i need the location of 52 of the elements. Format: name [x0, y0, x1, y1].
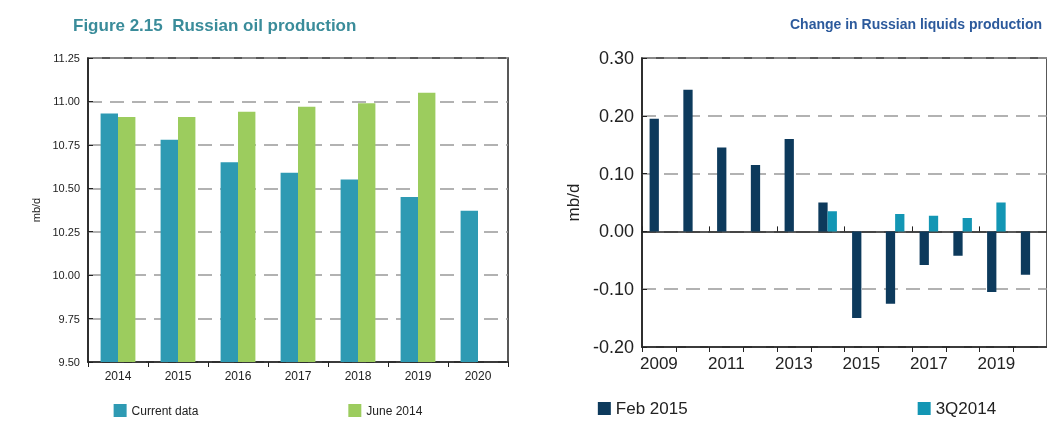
y-axis-title: mb/d	[30, 197, 43, 223]
x-tick-label: 2019	[404, 369, 432, 383]
y-tick-label: 10.25	[52, 225, 80, 238]
legend-label: Current data	[131, 403, 199, 418]
legend-label: June 2014	[366, 403, 423, 418]
bar	[683, 89, 693, 232]
y-tick-label: -0.10	[592, 279, 634, 300]
y-tick-label: 11.00	[53, 95, 80, 108]
y-tick-label: 9.75	[58, 312, 80, 325]
bar	[852, 231, 862, 319]
bar	[962, 218, 972, 232]
y-tick-label: 0.10	[598, 163, 634, 184]
x-tick-label: 2020	[464, 369, 492, 383]
bar	[1020, 231, 1031, 275]
bar	[717, 147, 727, 232]
bar	[895, 214, 905, 232]
y-tick-label: 9.50	[58, 356, 80, 368]
y-tick-label: 0.30	[598, 48, 634, 68]
chart-title: Figure 2.15 Russian oil production	[73, 16, 357, 35]
bar	[996, 202, 1006, 232]
y-tick-label: 0.00	[598, 221, 634, 242]
bar	[953, 231, 963, 256]
legend-label: 3Q2014	[935, 399, 997, 418]
x-tick-label: 2019	[977, 354, 1016, 373]
bar	[649, 118, 659, 232]
chart-title: Change in Russian liquids production	[789, 16, 1042, 32]
bar	[818, 202, 828, 232]
bar	[987, 231, 997, 293]
bar	[885, 231, 896, 304]
x-tick-label: 2009	[639, 354, 678, 373]
x-tick-label: 2014	[104, 369, 132, 383]
x-tick-label: 2017	[909, 354, 948, 373]
x-tick-label: 2016	[224, 369, 252, 383]
bar	[919, 231, 929, 265]
y-axis-title: mb/d	[564, 183, 584, 222]
bar	[928, 215, 939, 232]
y-tick-label: 0.20	[598, 105, 634, 126]
x-tick-label: 2013	[774, 354, 813, 373]
bar	[827, 211, 837, 232]
x-tick-label: 2018	[344, 369, 372, 383]
x-tick-label: 2017	[284, 369, 312, 383]
legend-label: Feb 2015	[615, 399, 688, 418]
y-tick-label: 10.00	[52, 269, 80, 282]
x-tick-label: 2015	[842, 354, 881, 373]
x-tick-label: 2015	[164, 369, 192, 383]
bar	[750, 164, 761, 232]
bar	[784, 138, 794, 232]
y-tick-label: -0.20	[592, 337, 634, 357]
y-tick-label: 11.25	[53, 52, 80, 64]
y-tick-label: 10.75	[52, 138, 80, 151]
y-tick-label: 10.50	[52, 182, 80, 195]
x-tick-label: 2011	[708, 354, 745, 373]
